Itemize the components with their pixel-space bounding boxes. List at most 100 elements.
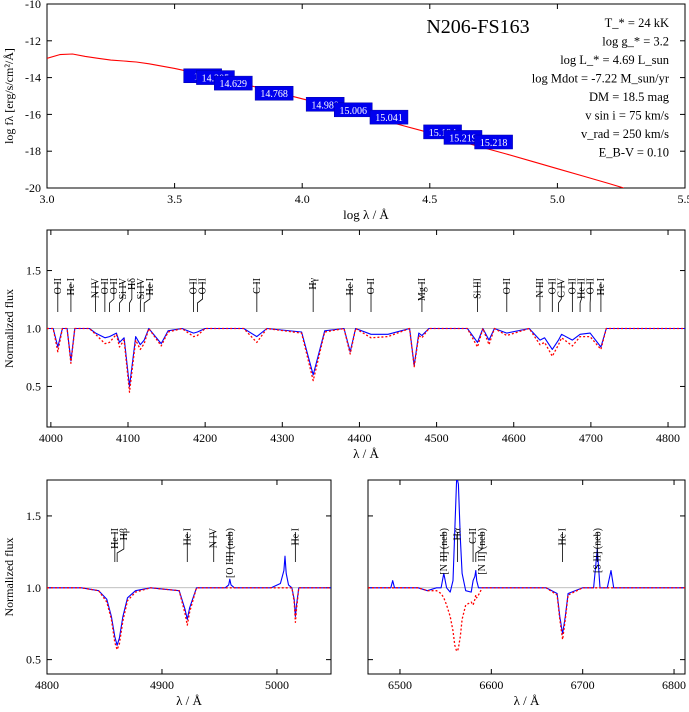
y-tick-label: -20: [25, 181, 41, 195]
stellar-parameter: v_rad = 250 km/s: [581, 127, 669, 141]
y-tick-label: 1.5: [26, 509, 41, 523]
stellar-parameter: T_* = 24 kK: [605, 16, 669, 30]
y-tick-label: 1.0: [26, 322, 41, 336]
photometry-label: 15.041: [375, 113, 403, 124]
observed-spectrum-line: [47, 327, 685, 387]
model-spectrum-line: [47, 327, 685, 393]
x-tick-label: 6600: [479, 678, 503, 692]
y-tick-label: -18: [25, 144, 41, 158]
panel-blue: 4000 4100 4200 4300 4400 4500 4600 4700 4800 0.5 1…: [2, 229, 686, 461]
series-group: [368, 480, 685, 652]
line-id-label: He II: [576, 278, 587, 299]
line-id-label: Si IV: [136, 277, 147, 299]
series-group: [47, 555, 331, 651]
stellar-parameter: v sin i = 75 km/s: [585, 109, 669, 123]
line-id-label: Si III: [472, 278, 483, 299]
line-id-tick: [475, 532, 483, 562]
x-tick-label: 5.0: [550, 192, 565, 206]
line-id-label: [N II] (neb): [439, 528, 450, 575]
x-axis-label: λ / Å: [514, 693, 540, 708]
line-id-label: N III: [535, 278, 546, 298]
y-axis-label: Normalized flux: [2, 538, 16, 617]
x-tick-label: 6800: [662, 678, 686, 692]
photometry-marker: [333, 102, 373, 118]
photometry-marker: [214, 75, 253, 91]
line-id-label: O II: [366, 278, 377, 294]
line-id-label: He I: [596, 278, 607, 296]
x-axis-label: log λ / Å: [343, 207, 389, 222]
stellar-parameter: DM = 18.5 mag: [589, 90, 670, 104]
x-tick-label: 3.5: [167, 192, 182, 206]
x-tick-label: 6500: [388, 678, 412, 692]
photometry-label: 15.218: [480, 138, 508, 149]
line-id-label: Mg II: [417, 278, 428, 301]
photometry-label: 14.629: [220, 79, 248, 90]
line-id-label: O II: [189, 278, 200, 294]
line-id-label: N IV: [91, 277, 102, 298]
observed-spectrum-line: [368, 480, 685, 635]
line-id-label: C IV: [556, 277, 567, 298]
x-tick-label: 4400: [347, 431, 371, 445]
line-id-label: O II: [502, 278, 513, 294]
x-tick-label: 4800: [35, 678, 59, 692]
observed-spectrum-line: [47, 555, 331, 646]
photometry-label: 15.219: [449, 133, 477, 144]
y-tick-label: -10: [25, 0, 41, 11]
line-id-label: He I: [345, 278, 356, 296]
line-id-label: O II: [567, 278, 578, 294]
y-tick-label: 0.5: [26, 653, 41, 667]
x-tick-label: 4700: [579, 431, 603, 445]
line-id-tick: [116, 532, 125, 562]
line-id-label: C II: [468, 528, 479, 544]
y-axis-label: log fλ [erg/s/cm²/Å]: [2, 48, 16, 144]
x-tick-label: 4.0: [295, 192, 310, 206]
line-id-tick: [119, 282, 124, 312]
line-id-label: He I: [145, 278, 156, 296]
y-tick-label: 1.0: [26, 581, 41, 595]
line-id-label: N IV: [209, 527, 220, 548]
line-id-tick: [143, 282, 151, 312]
x-tick-label: 4500: [425, 431, 449, 445]
line-id-label: O II: [53, 278, 64, 294]
line-id-label: O II: [547, 278, 558, 294]
line-id-label: Hδ: [127, 278, 138, 290]
x-tick-label: 4100: [116, 431, 140, 445]
photometry-marker: [369, 109, 409, 125]
x-axis-label: λ / Å: [353, 446, 379, 461]
x-tick-label: 4900: [150, 678, 174, 692]
x-tick-label: 4.5: [422, 192, 437, 206]
panel-sed: 3.0 3.5 4.0 4.5 5.0 5.5 -20 -18 -16 -14 -12 -10 log …: [2, 0, 689, 222]
line-id-label: Si IV: [118, 277, 129, 299]
line-id-label: O II: [109, 278, 120, 294]
plot-frame: [46, 479, 332, 675]
photometry-marker: [474, 134, 513, 150]
line-id-label: Hγ: [308, 277, 319, 289]
line-id-tick: [109, 282, 115, 312]
x-tick-label: 6700: [571, 678, 595, 692]
x-tick-label: 4300: [270, 431, 294, 445]
y-tick-label: -14: [25, 71, 41, 85]
photometry-label: 15.194: [429, 128, 457, 139]
line-id-tick: [139, 282, 142, 312]
line-id-label: He I: [182, 528, 193, 546]
x-axis-label: λ / Å: [176, 693, 202, 708]
line-id-label: [N II] (neb): [477, 528, 488, 575]
stellar-parameters: T_* = 24 kK log g_* = 3.2 log L_* = 4.69 L…: [532, 16, 670, 160]
line-id-label: Hβ: [119, 528, 130, 540]
model-spectrum-line: [47, 587, 331, 651]
y-tick-label: -16: [25, 107, 41, 121]
object-name-label: N206-FS163: [426, 16, 529, 38]
line-id-label: Hα: [453, 527, 464, 540]
line-id-label: He II: [110, 528, 121, 549]
photometry-label: 14.768: [260, 89, 288, 100]
line-id-label: C II: [252, 278, 263, 294]
line-id-label: He I: [290, 528, 301, 546]
x-tick-label: 4600: [502, 431, 526, 445]
y-axis-label: Normalized flux: [2, 289, 16, 368]
stellar-parameter: log g_* = 3.2: [602, 35, 669, 49]
line-id-label: [O III] (neb): [225, 528, 236, 578]
plot-frame: [46, 3, 686, 189]
line-id-label: O II: [198, 278, 209, 294]
